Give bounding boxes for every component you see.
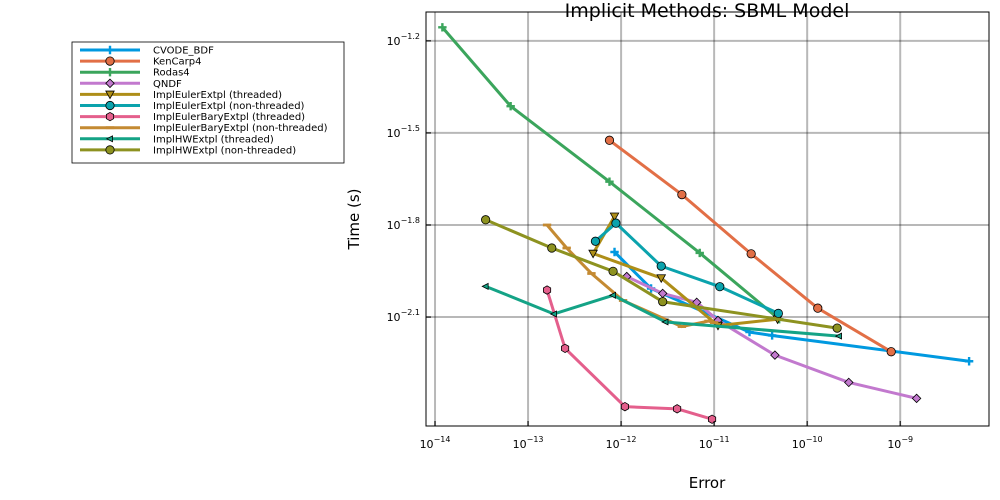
legend-swatch-marker (105, 56, 115, 66)
series-1-point (677, 190, 687, 200)
legend: CVODE_BDFKenCarp4Rodas4QNDFImplEulerExtp… (71, 41, 345, 164)
series-5-point (773, 308, 783, 318)
x-tick-label: 10−9 (887, 435, 913, 451)
legend-label: Rodas4 (153, 68, 190, 79)
legend-label: ImplEulerExtpl (non-threaded) (153, 101, 305, 112)
series-5 (590, 218, 783, 318)
series-1-point (886, 347, 896, 357)
series-2-point (605, 177, 614, 186)
series-5-point (611, 218, 621, 228)
series-8 (481, 282, 842, 340)
series-9-point (658, 297, 668, 307)
series-6-point (561, 343, 570, 354)
axes (425, 11, 990, 427)
chart-title: Implicit Methods: SBML Model (565, 0, 850, 22)
series-8-point (661, 318, 669, 326)
x-tick-label: 10−10 (792, 435, 823, 451)
series-4-point (609, 212, 620, 222)
series-2-point (438, 23, 447, 32)
legend-swatch-marker (105, 135, 113, 143)
y-axis-title: Time (s) (345, 189, 363, 251)
legend-label: ImplHWExtpl (threaded) (153, 134, 274, 145)
y-tick-label: 10−1.5 (387, 124, 420, 140)
series-5-point (715, 282, 725, 292)
legend-label: ImplEulerExtpl (threaded) (153, 90, 282, 101)
series-3-point (911, 393, 922, 404)
series-4 (588, 212, 783, 331)
legend-label: ImplHWExtpl (non-threaded) (153, 145, 296, 156)
legend-swatch-marker (105, 145, 115, 155)
series-6-point (543, 285, 552, 295)
y-tick-label: 10−1.8 (387, 216, 420, 232)
legend-swatch-marker (105, 90, 115, 100)
series-2-point (506, 102, 515, 111)
legend-swatch-marker (105, 68, 115, 77)
x-tick-label: 10−13 (513, 435, 544, 451)
series-1 (604, 135, 896, 357)
series-0-point (964, 357, 974, 366)
series-3-point (844, 377, 854, 388)
series-5-point (656, 261, 666, 271)
legend-swatch-marker (105, 78, 115, 89)
x-tick-label: 10−14 (420, 435, 451, 451)
y-tick-label: 10−1.2 (387, 32, 420, 48)
legend-label: ImplEulerBaryExtpl (non-threaded) (153, 123, 328, 134)
series-3-point (770, 350, 780, 360)
y-tick-label: 10−2.1 (387, 308, 420, 324)
x-tick-label: 10−12 (606, 435, 637, 451)
series-8-point (549, 310, 557, 318)
x-axis-title: Error (689, 474, 726, 492)
series-2-point (695, 248, 704, 258)
series-lines (438, 23, 974, 424)
legend-label: CVODE_BDF (153, 46, 214, 57)
series-6 (543, 285, 717, 424)
series-2 (438, 23, 784, 324)
grid (426, 12, 989, 426)
series-6-point (673, 404, 682, 414)
series-8-point (834, 332, 842, 340)
series-1-line (608, 139, 892, 354)
series-1-point (813, 303, 823, 313)
tick-labels: 10−14 10−13 10−12 10−11 10−10 10−9 10−1.2 10−1.… (387, 32, 914, 451)
series-0-point (610, 247, 619, 257)
series-3 (621, 271, 922, 404)
series-4-point (588, 249, 598, 259)
legend-swatch-marker (105, 100, 115, 111)
series-6-point (620, 402, 629, 412)
legend-label: ImplEulerBaryExtpl (threaded) (153, 112, 305, 123)
x-tick-label: 10−11 (699, 435, 730, 451)
legend-swatch-marker (105, 111, 115, 122)
series-9-point (481, 215, 491, 225)
series-1-point (746, 249, 756, 259)
series-9-point (832, 323, 842, 333)
plot-frame (425, 11, 990, 427)
series-2-line (441, 26, 781, 321)
series-9 (481, 215, 842, 333)
series-4-point (656, 274, 667, 284)
series-8-point (608, 291, 616, 299)
legend-swatch-marker (105, 45, 115, 55)
series-5-point (590, 236, 601, 246)
series-9-line (485, 218, 838, 330)
series-9-point (608, 266, 618, 276)
series-9-point (547, 243, 557, 253)
series-8-point (481, 282, 489, 290)
series-0-point (767, 331, 777, 340)
series-1-point (604, 135, 615, 145)
legend-label: KenCarp4 (153, 57, 201, 68)
legend-label: QNDF (153, 79, 182, 90)
